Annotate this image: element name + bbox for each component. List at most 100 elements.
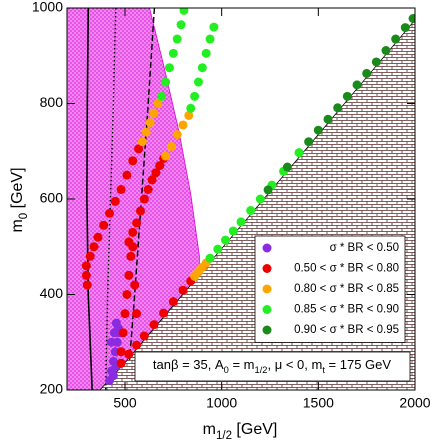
annotation-part: = 175 GeV <box>325 357 391 372</box>
x-tick-label: 1500 <box>303 395 334 411</box>
point <box>122 290 132 299</box>
point <box>153 99 163 108</box>
y-axis-label-part: m <box>9 219 26 232</box>
point <box>168 48 178 58</box>
point <box>135 206 145 216</box>
point <box>236 217 246 227</box>
point <box>186 103 196 113</box>
point <box>134 144 144 154</box>
point <box>143 184 153 194</box>
annotation-part: 1/2 <box>255 365 268 375</box>
y-axis-label: m0 [GeV] <box>9 167 30 232</box>
point <box>323 114 333 124</box>
point <box>122 170 132 180</box>
point <box>116 184 126 194</box>
annotation-part: 0 <box>224 365 229 375</box>
legend-label: 0.85 < σ * BR < 0.90 <box>294 304 399 316</box>
point <box>178 120 188 130</box>
point <box>161 151 171 161</box>
legend-marker <box>262 243 272 253</box>
legend-marker <box>262 284 272 294</box>
point <box>201 48 211 58</box>
point <box>137 137 147 147</box>
x-axis-label-part: m <box>203 421 216 438</box>
point <box>85 251 95 261</box>
point <box>126 251 136 261</box>
point <box>139 331 149 341</box>
x-axis-label: m1/2 [GeV] <box>203 421 278 442</box>
point <box>128 227 138 237</box>
point <box>342 91 352 101</box>
point <box>161 77 171 87</box>
point <box>149 108 159 118</box>
point <box>89 242 99 252</box>
point <box>106 337 116 347</box>
point <box>166 141 176 151</box>
point <box>99 220 109 230</box>
point <box>178 285 188 295</box>
point <box>255 194 265 204</box>
point <box>132 218 142 228</box>
point <box>124 270 134 280</box>
legend-marker <box>262 305 272 314</box>
y-tick-label: 200 <box>40 381 64 397</box>
point <box>362 68 372 78</box>
point <box>116 347 126 357</box>
point <box>139 194 149 204</box>
y-tick-label: 400 <box>40 285 64 301</box>
point <box>313 125 323 135</box>
point <box>333 103 343 113</box>
legend-box <box>254 235 406 343</box>
point <box>108 371 118 381</box>
point <box>172 34 182 44</box>
annotation-part: tanβ = 35, A <box>153 357 224 372</box>
y-axis-label-part: [GeV] <box>9 167 26 212</box>
y-tick-label: 800 <box>40 94 64 110</box>
point <box>128 242 138 252</box>
point <box>228 226 238 236</box>
x-axis-label-part: [GeV] <box>232 421 277 438</box>
legend-label: 0.90 < σ * BR < 0.95 <box>294 324 399 336</box>
point <box>391 34 401 44</box>
point <box>197 63 207 73</box>
annotation-part: t <box>322 365 325 375</box>
point <box>147 175 157 185</box>
point <box>164 63 174 73</box>
point <box>155 161 165 171</box>
point <box>172 130 182 140</box>
point <box>132 340 142 350</box>
point <box>221 235 231 245</box>
point <box>157 91 167 101</box>
point <box>159 308 169 318</box>
point <box>263 185 273 195</box>
point <box>149 320 159 330</box>
point <box>130 280 140 290</box>
point <box>193 77 203 87</box>
point <box>400 23 410 33</box>
point <box>105 208 115 218</box>
point <box>246 205 256 215</box>
point <box>168 297 178 307</box>
point <box>205 34 215 44</box>
legend-marker <box>262 264 272 273</box>
point <box>151 168 161 178</box>
legend-label: σ * BR < 0.50 <box>330 242 399 254</box>
point <box>381 45 391 55</box>
point <box>352 80 362 90</box>
point <box>213 244 223 254</box>
point <box>110 196 120 206</box>
point <box>118 328 128 338</box>
point <box>81 270 91 280</box>
annotation-part: = m <box>229 357 255 372</box>
point <box>408 14 415 24</box>
x-tick-label: 2000 <box>399 395 430 411</box>
point <box>176 20 186 30</box>
y-axis-label-part: 0 <box>18 213 30 219</box>
legend-label: 0.80 < σ * BR < 0.85 <box>294 283 399 295</box>
point <box>81 261 91 271</box>
point <box>179 8 189 15</box>
annotation-box <box>134 351 411 382</box>
x-axis-label-part: 1/2 <box>216 430 232 442</box>
point <box>132 309 142 319</box>
